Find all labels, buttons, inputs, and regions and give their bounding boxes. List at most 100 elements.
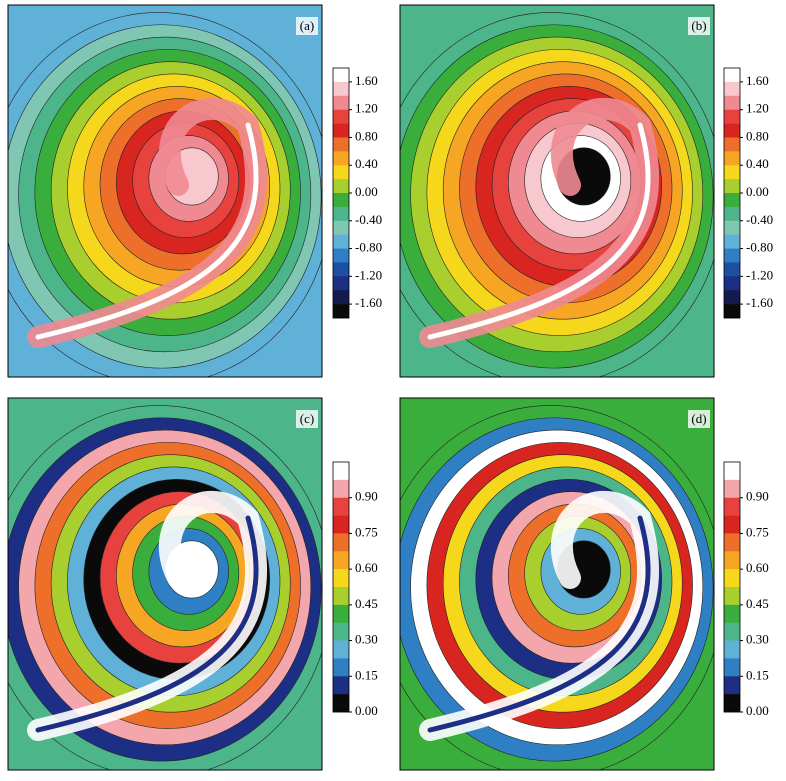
colorbar-segment: [724, 587, 740, 606]
colorbar-tick-label: -1.60: [355, 295, 382, 310]
colorbar-tick-label: -1.60: [746, 295, 773, 310]
colorbar-tick-label: 0.30: [355, 632, 378, 647]
colorbar-segment: [724, 262, 740, 277]
contour-map: [400, 5, 714, 377]
panel-label: (d): [691, 411, 706, 426]
colorbar-segment: [724, 304, 740, 319]
colorbar-segment: [333, 533, 349, 552]
colorbar-segment: [724, 248, 740, 263]
colorbar-tick-label: -0.80: [746, 240, 773, 255]
colorbar-segment: [724, 220, 740, 235]
colorbar-tick-label: 0.00: [746, 184, 769, 199]
colorbar-tick-label: 1.20: [746, 101, 769, 116]
colorbar-segment: [333, 68, 349, 83]
colorbar-tick-label: 0.15: [746, 667, 769, 682]
colorbar-tick-label: 0.80: [746, 128, 769, 143]
colorbar-tick-label: 1.20: [355, 101, 378, 116]
colorbar-tick-label: 0.75: [746, 524, 769, 539]
colorbar-segment: [724, 137, 740, 152]
colorbar-segment: [333, 462, 349, 481]
colorbar-segment: [333, 551, 349, 570]
colorbar-tick-label: 0.15: [355, 667, 378, 682]
colorbar-segment: [333, 676, 349, 695]
colorbar-segment: [333, 179, 349, 194]
colorbar-segment: [724, 694, 740, 713]
colorbar-segment: [333, 658, 349, 677]
colorbar-tick-label: 0.60: [355, 560, 378, 575]
colorbar-segment: [724, 640, 740, 659]
colorbar-segment: [333, 276, 349, 291]
colorbar-segment: [724, 479, 740, 499]
colorbar-tick-label: 0.90: [746, 489, 769, 504]
colorbar-segment: [333, 262, 349, 277]
colorbar-segment: [724, 497, 740, 516]
colorbar-tick-label: 0.00: [746, 703, 769, 718]
map-frame: [7, 4, 323, 378]
colorbar-segment: [333, 569, 349, 588]
colorbar-segment: [333, 587, 349, 606]
colorbar-tick-label: -0.80: [355, 240, 382, 255]
map-frame: [399, 397, 715, 771]
colorbar-tick-label: -0.40: [355, 212, 382, 227]
colorbar-tick-label: 0.45: [746, 596, 769, 611]
colorbar-segment: [333, 248, 349, 263]
colorbar-tick-label: 1.60: [746, 73, 769, 88]
colorbar-tick-label: -1.20: [355, 267, 382, 282]
contour-arm-core: [427, 515, 651, 733]
contour-arm-core: [427, 122, 651, 340]
colorbar-segment: [333, 290, 349, 305]
colorbar-frame: [332, 461, 350, 713]
colorbar-segment: [333, 206, 349, 222]
panel-label: (c): [300, 411, 314, 426]
colorbar-segment: [333, 165, 349, 180]
map-frame: [7, 397, 323, 771]
panel-label: (b): [691, 18, 706, 33]
colorbar-segment: [724, 123, 740, 138]
colorbar-segment: [724, 193, 740, 208]
colorbar-segment: [724, 179, 740, 194]
colorbar-segment: [724, 165, 740, 180]
colorbar-segment: [724, 81, 740, 97]
colorbar-segment: [333, 220, 349, 235]
colorbar-segment: [724, 290, 740, 305]
colorbar-segment: [333, 95, 349, 110]
contour-arm-core: [35, 515, 259, 733]
map-frame: [399, 4, 715, 378]
panel-label-bg: [688, 410, 710, 428]
colorbar-segment: [333, 304, 349, 319]
colorbar-tick-label: 0.40: [355, 156, 378, 171]
colorbar-tick-label: 0.90: [355, 489, 378, 504]
colorbar-tick-label: 0.60: [746, 560, 769, 575]
colorbar-segment: [333, 479, 349, 499]
colorbar-segment: [333, 109, 349, 124]
contour-map: [400, 398, 714, 770]
colorbar-segment: [724, 551, 740, 570]
colorbar-segment: [724, 676, 740, 695]
contour-map: [8, 5, 322, 377]
panel-label-bg: [296, 17, 318, 35]
colorbar-segment: [724, 658, 740, 677]
colorbar-tick-label: 0.00: [355, 184, 378, 199]
colorbar-tick-label: 0.30: [746, 632, 769, 647]
colorbar-segment: [333, 497, 349, 516]
colorbar-tick-label: 0.80: [355, 128, 378, 143]
colorbar-segment: [333, 515, 349, 534]
contour-map: [8, 398, 322, 770]
colorbar-tick-label: 0.45: [355, 596, 378, 611]
colorbar-segment: [724, 234, 740, 249]
colorbar-segment: [333, 622, 349, 641]
colorbar-segment: [333, 234, 349, 249]
colorbar-segment: [333, 151, 349, 166]
colorbar-segment: [724, 276, 740, 291]
colorbar-segment: [333, 137, 349, 152]
colorbar-segment: [333, 604, 349, 624]
panel-label-bg: [296, 410, 318, 428]
colorbar-segment: [333, 81, 349, 97]
colorbar-segment: [724, 68, 740, 83]
colorbar-segment: [333, 640, 349, 659]
colorbar-segment: [724, 515, 740, 534]
colorbar-segment: [724, 622, 740, 641]
colorbar-segment: [724, 462, 740, 481]
panel-label: (a): [300, 18, 314, 33]
